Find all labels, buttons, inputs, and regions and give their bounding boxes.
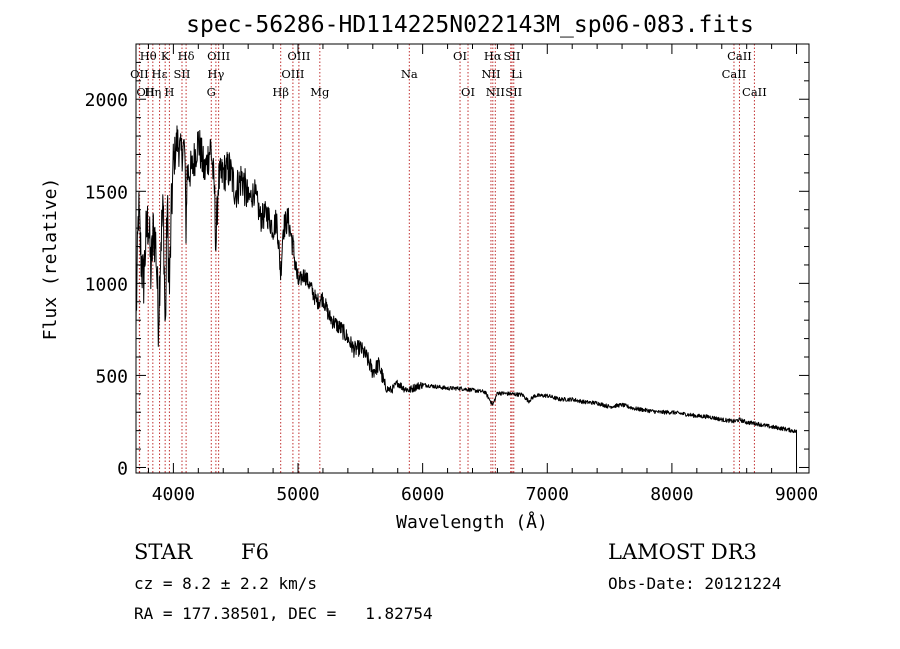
object-class: STAR — [134, 540, 193, 564]
spectral-line-label: SII — [505, 85, 522, 99]
spectral-line-label: SII — [174, 67, 191, 81]
y-tick-label: 2000 — [85, 90, 128, 111]
spectral-line-label: CaII — [722, 67, 747, 81]
y-tick-label: 0 — [117, 458, 128, 479]
spectral-line-label: G — [207, 85, 216, 99]
spectral-line-label: OIII — [207, 49, 230, 63]
spectral-line-label: OII — [130, 67, 149, 81]
spectral-line-label: Hα — [484, 49, 502, 63]
spectral-line-label: Hθ — [140, 49, 157, 63]
spectral-line-label: OIII — [287, 49, 310, 63]
spectral-line-label: Li — [511, 67, 523, 81]
spectral-line-label: OII — [136, 85, 155, 99]
spectral-line-label: Hγ — [207, 67, 224, 81]
x-tick-label: 6000 — [401, 484, 444, 505]
x-axis-ticks: 4000 5000 6000 7000 8000 9000 — [147, 44, 818, 505]
ra-dec-coordinates: RA = 177.38501, DEC = 1.82754 — [134, 604, 433, 623]
observation-date: Obs-Date: 20121224 — [608, 574, 781, 593]
y-tick-label: 1000 — [85, 274, 128, 295]
spectral-line-markers — [138, 44, 755, 473]
spectral-line-label: Na — [401, 67, 418, 81]
spectral-line-label: SII — [504, 49, 521, 63]
spectrum-series-line — [135, 125, 797, 468]
spectral-line-label: Hβ — [272, 85, 289, 99]
spectral-line-label: CaII — [727, 49, 752, 63]
x-tick-label: 8000 — [650, 484, 693, 505]
x-tick-label: 4000 — [152, 484, 195, 505]
y-axis-label: Flux (relative) — [40, 178, 61, 341]
spectral-line-label: OIII — [281, 67, 304, 81]
spectral-line-label: NII — [486, 85, 505, 99]
x-tick-label: 7000 — [526, 484, 569, 505]
chart-title: spec-56286-HD114225N022143M_sp06-083.fit… — [186, 12, 754, 38]
x-axis-label: Wavelength (Å) — [396, 511, 548, 533]
spectral-line-label: Hη — [144, 85, 161, 99]
spectral-line-label: NII — [481, 67, 500, 81]
spectral-line-label: Hδ — [178, 49, 195, 63]
y-tick-label: 500 — [95, 366, 128, 387]
spectral-line-label: H — [164, 85, 174, 99]
redshift-velocity: cz = 8.2 ± 2.2 km/s — [134, 574, 317, 593]
spectral-line-label: Mg — [310, 85, 330, 99]
x-tick-label: 5000 — [276, 484, 319, 505]
y-axis-ticks: 0 500 1000 1500 2000 — [85, 61, 809, 479]
spectral-line-label: CaII — [742, 85, 767, 99]
survey-name: LAMOST DR3 — [608, 540, 757, 564]
spectral-line-label: K — [161, 49, 170, 63]
y-tick-label: 1500 — [85, 182, 128, 203]
object-subclass: F6 — [241, 540, 269, 564]
plot-frame — [135, 43, 810, 474]
spectral-line-label: OI — [453, 49, 467, 63]
spectral-line-label: OI — [461, 85, 475, 99]
spectral-line-label: Hε — [152, 67, 168, 81]
x-tick-label: 9000 — [775, 484, 818, 505]
